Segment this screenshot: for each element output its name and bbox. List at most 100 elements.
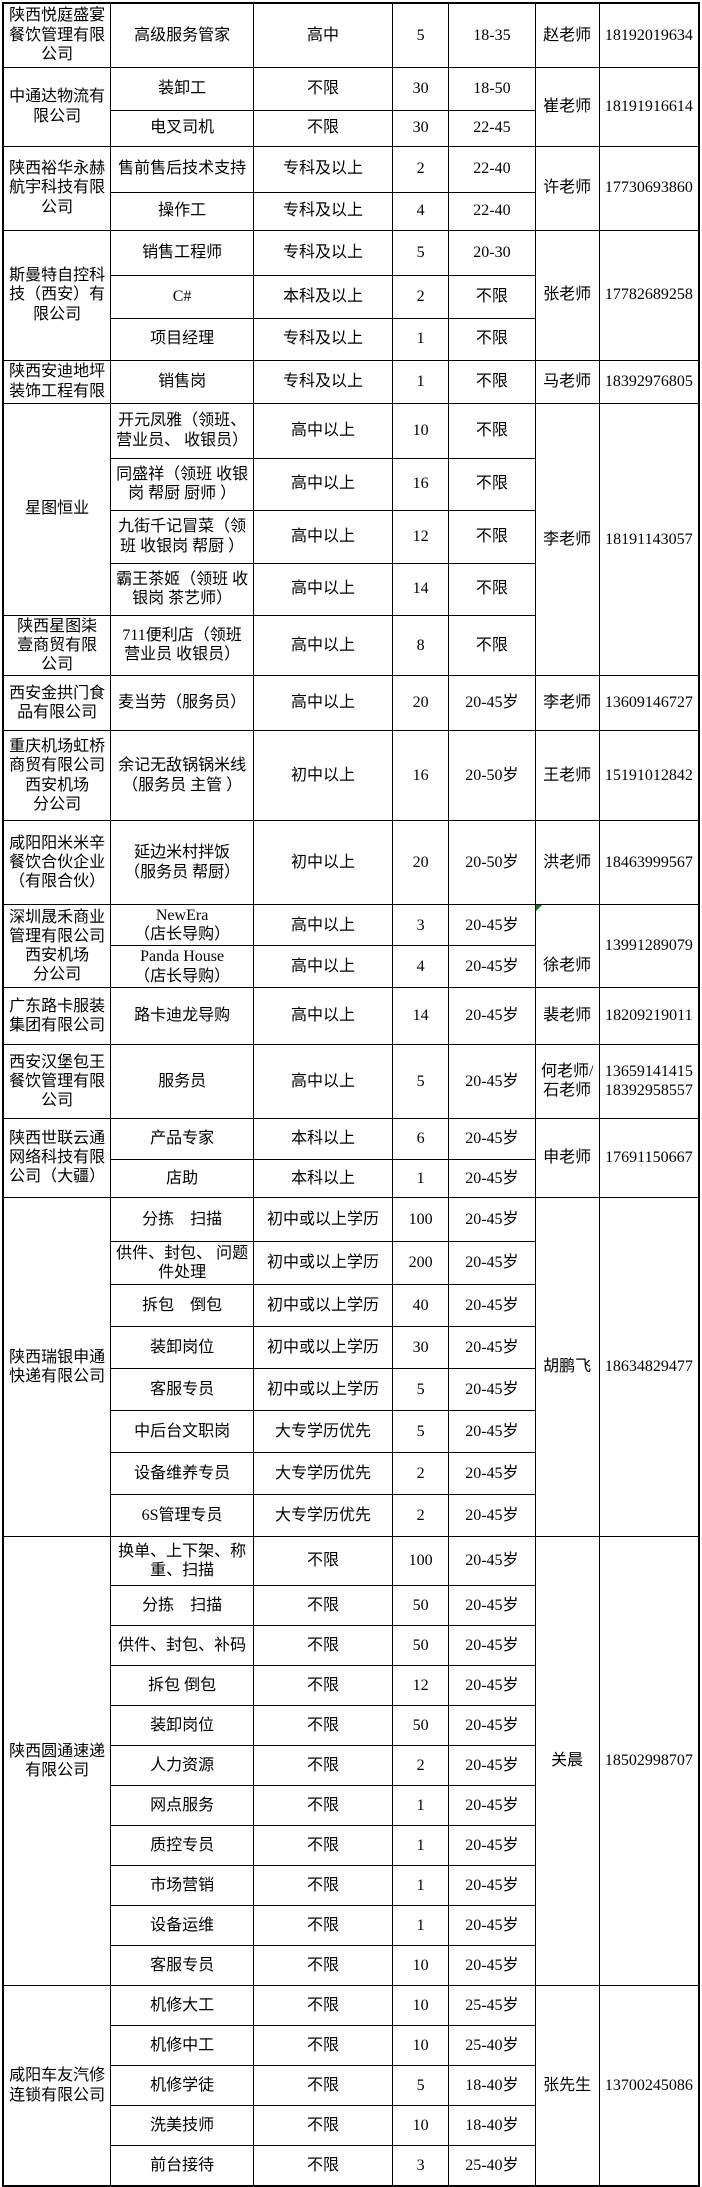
position-cell: Panda House （店长导购）: [110, 945, 254, 988]
table-row: 分拣 扫描 不限 50 20-45岁: [3, 1584, 699, 1626]
headcount-cell: 2: [392, 145, 450, 193]
position-cell: 拆包 倒包: [110, 1283, 254, 1327]
headcount-cell: 5: [392, 2064, 450, 2106]
position-cell: 711便利店（领班 营业员 收银员）: [110, 614, 254, 677]
headcount-cell: 10: [392, 2104, 450, 2146]
headcount-cell: 10: [392, 1984, 450, 2026]
position-cell: 换单、上下架、称 重、扫描: [110, 1535, 254, 1586]
company-cell: 重庆机场虹桥 商贸有限公司 西安机场 分公司: [2, 730, 112, 822]
table-row: 陕西悦庭盛宴 餐饮管理有限 公司 高级服务管家 高中 5 18-35 赵老师 1…: [2, 2, 700, 68]
headcount-cell: 50: [392, 1584, 450, 1626]
contact-cell: 张老师: [534, 229, 600, 361]
age-range-cell: 20-45岁: [448, 1904, 536, 1946]
headcount-cell: 2: [392, 1493, 450, 1537]
table-row: 中后台文职岗 大专学历优先 5 20-45岁: [3, 1409, 699, 1453]
headcount-cell: 5: [392, 1367, 450, 1411]
education-cell: 不限: [252, 1784, 394, 1826]
education-cell: 专科及以上: [252, 359, 394, 404]
table-row: 网点服务 不限 1 20-45岁: [3, 1784, 699, 1826]
education-cell: 高中以上: [252, 986, 394, 1045]
headcount-cell: 16: [392, 457, 450, 511]
position-cell: 机修中工: [110, 2024, 254, 2066]
phone-cell: 18502998707: [598, 1535, 700, 1986]
position-cell: 质控专员: [110, 1824, 254, 1866]
education-cell: 初中或以上学历: [252, 1325, 394, 1369]
headcount-cell: 30: [392, 66, 450, 111]
headcount-cell: 30: [392, 109, 450, 147]
education-cell: 不限: [252, 1904, 394, 1946]
company-cell: 西安汉堡包王 餐饮管理有限 公司: [2, 1043, 112, 1119]
education-cell: 不限: [252, 2024, 394, 2066]
headcount-cell: 4: [392, 191, 450, 231]
phone-cell: 18209219011: [598, 986, 700, 1045]
contact-cell: 王老师: [534, 730, 600, 822]
position-cell: 客服专员: [110, 1367, 254, 1411]
contact-cell: 申老师: [534, 1117, 600, 1198]
position-cell: 人力资源: [110, 1744, 254, 1786]
age-range-cell: 不限: [448, 509, 536, 564]
company-cell: 陕西星图柒 壹商贸有限 公司: [2, 614, 112, 677]
age-range-cell: 20-45岁: [448, 1196, 536, 1242]
education-cell: 高中以上: [252, 457, 394, 511]
table-row: 西安汉堡包王 餐饮管理有限 公司 服务员 高中以上 5 20-45岁 何老师/ …: [2, 1043, 700, 1119]
company-cell: 星图恒业: [2, 402, 112, 616]
age-range-cell: 20-45岁: [448, 1784, 536, 1826]
age-range-cell: 20-45岁: [448, 1367, 536, 1411]
company-cell: 陕西瑞银申通 快递有限公司: [2, 1196, 112, 1537]
phone-cell: 17730693860: [598, 145, 700, 231]
education-cell: 大专学历优先: [252, 1493, 394, 1537]
table-row: 霸王茶姬（领班 收 银岗 茶艺师） 高中以上 14 不限: [3, 562, 699, 616]
headcount-cell: 5: [392, 229, 450, 276]
age-range-cell: 20-45岁: [448, 1535, 536, 1586]
headcount-cell: 100: [392, 1535, 450, 1586]
contact-cell: 关晨: [534, 1535, 600, 1986]
position-cell: 拆包 倒包: [110, 1664, 254, 1706]
table-row: 陕西圆通速递 有限公司 换单、上下架、称 重、扫描 不限 100 20-45岁 …: [2, 1535, 700, 1986]
position-cell: 麦当劳（服务员）: [110, 675, 254, 732]
position-cell: 机修大工: [110, 1984, 254, 2026]
education-cell: 大专学历优先: [252, 1451, 394, 1495]
education-cell: 专科及以上: [252, 191, 394, 231]
headcount-cell: 10: [392, 2024, 450, 2066]
company-cell: 斯曼特自控科 技（西安）有 限公司: [2, 229, 112, 361]
headcount-cell: 30: [392, 1325, 450, 1369]
headcount-cell: 1: [392, 359, 450, 404]
company-cell: 陕西圆通速递 有限公司: [2, 1535, 112, 1986]
position-cell: 霸王茶姬（领班 收 银岗 茶艺师）: [110, 562, 254, 616]
education-cell: 专科及以上: [252, 229, 394, 276]
contact-cell: 李老师: [534, 402, 600, 677]
position-cell: 服务员: [110, 1043, 254, 1119]
position-cell: 电叉司机: [110, 109, 254, 147]
age-range-cell: 20-45岁: [448, 1117, 536, 1160]
position-cell: 供件、封包、 问题 件处理: [110, 1240, 254, 1285]
position-cell: 装卸岗位: [110, 1704, 254, 1746]
position-cell: 前台接待: [110, 2144, 254, 2187]
position-cell: 售前售后技术支持: [110, 145, 254, 193]
education-cell: 不限: [252, 1664, 394, 1706]
table-row: 咸阳车友汽修 连锁有限公司 机修大工 不限 10 25-45岁 张先生 1370…: [2, 1984, 700, 2187]
position-cell: 销售岗: [110, 359, 254, 404]
education-cell: 高中以上: [252, 402, 394, 459]
age-range-cell: 20-45岁: [448, 1451, 536, 1495]
contact-name: 徐老师: [543, 956, 592, 974]
company-cell: 中通达物流有 限公司: [2, 66, 112, 147]
table-row: 操作工 专科及以上 4 22-40: [3, 191, 699, 231]
headcount-cell: 100: [392, 1196, 450, 1242]
education-cell: 本科以上: [252, 1158, 394, 1198]
table-row: 拆包 倒包 不限 12 20-45岁: [3, 1664, 699, 1706]
contact-cell: 赵老师: [534, 2, 600, 68]
position-cell: 供件、封包、补码: [110, 1624, 254, 1666]
education-cell: 大专学历优先: [252, 1409, 394, 1453]
phone-cell: 15191012842: [598, 730, 700, 822]
company-cell: 深圳晟禾商业 管理有限公司 西安机场 分公司: [2, 904, 112, 988]
position-cell: 产品专家: [110, 1117, 254, 1160]
headcount-cell: 14: [392, 986, 450, 1045]
age-range-cell: 不限: [448, 457, 536, 511]
education-cell: 本科及以上: [252, 274, 394, 319]
headcount-cell: 8: [392, 614, 450, 677]
table-row: 电叉司机 不限 30 22-45: [3, 109, 699, 147]
table-row: Panda House （店长导购） 高中以上 4 20-45岁: [3, 945, 699, 988]
table-row: 广东路卡服装 集团有限公司 路卡迪龙导购 高中以上 14 20-45岁 裴老师 …: [2, 986, 700, 1045]
table-row: 星图恒业 开元凤雅（领班、 营业员、 收银员） 高中以上 10 不限 李老师 1…: [2, 402, 700, 677]
